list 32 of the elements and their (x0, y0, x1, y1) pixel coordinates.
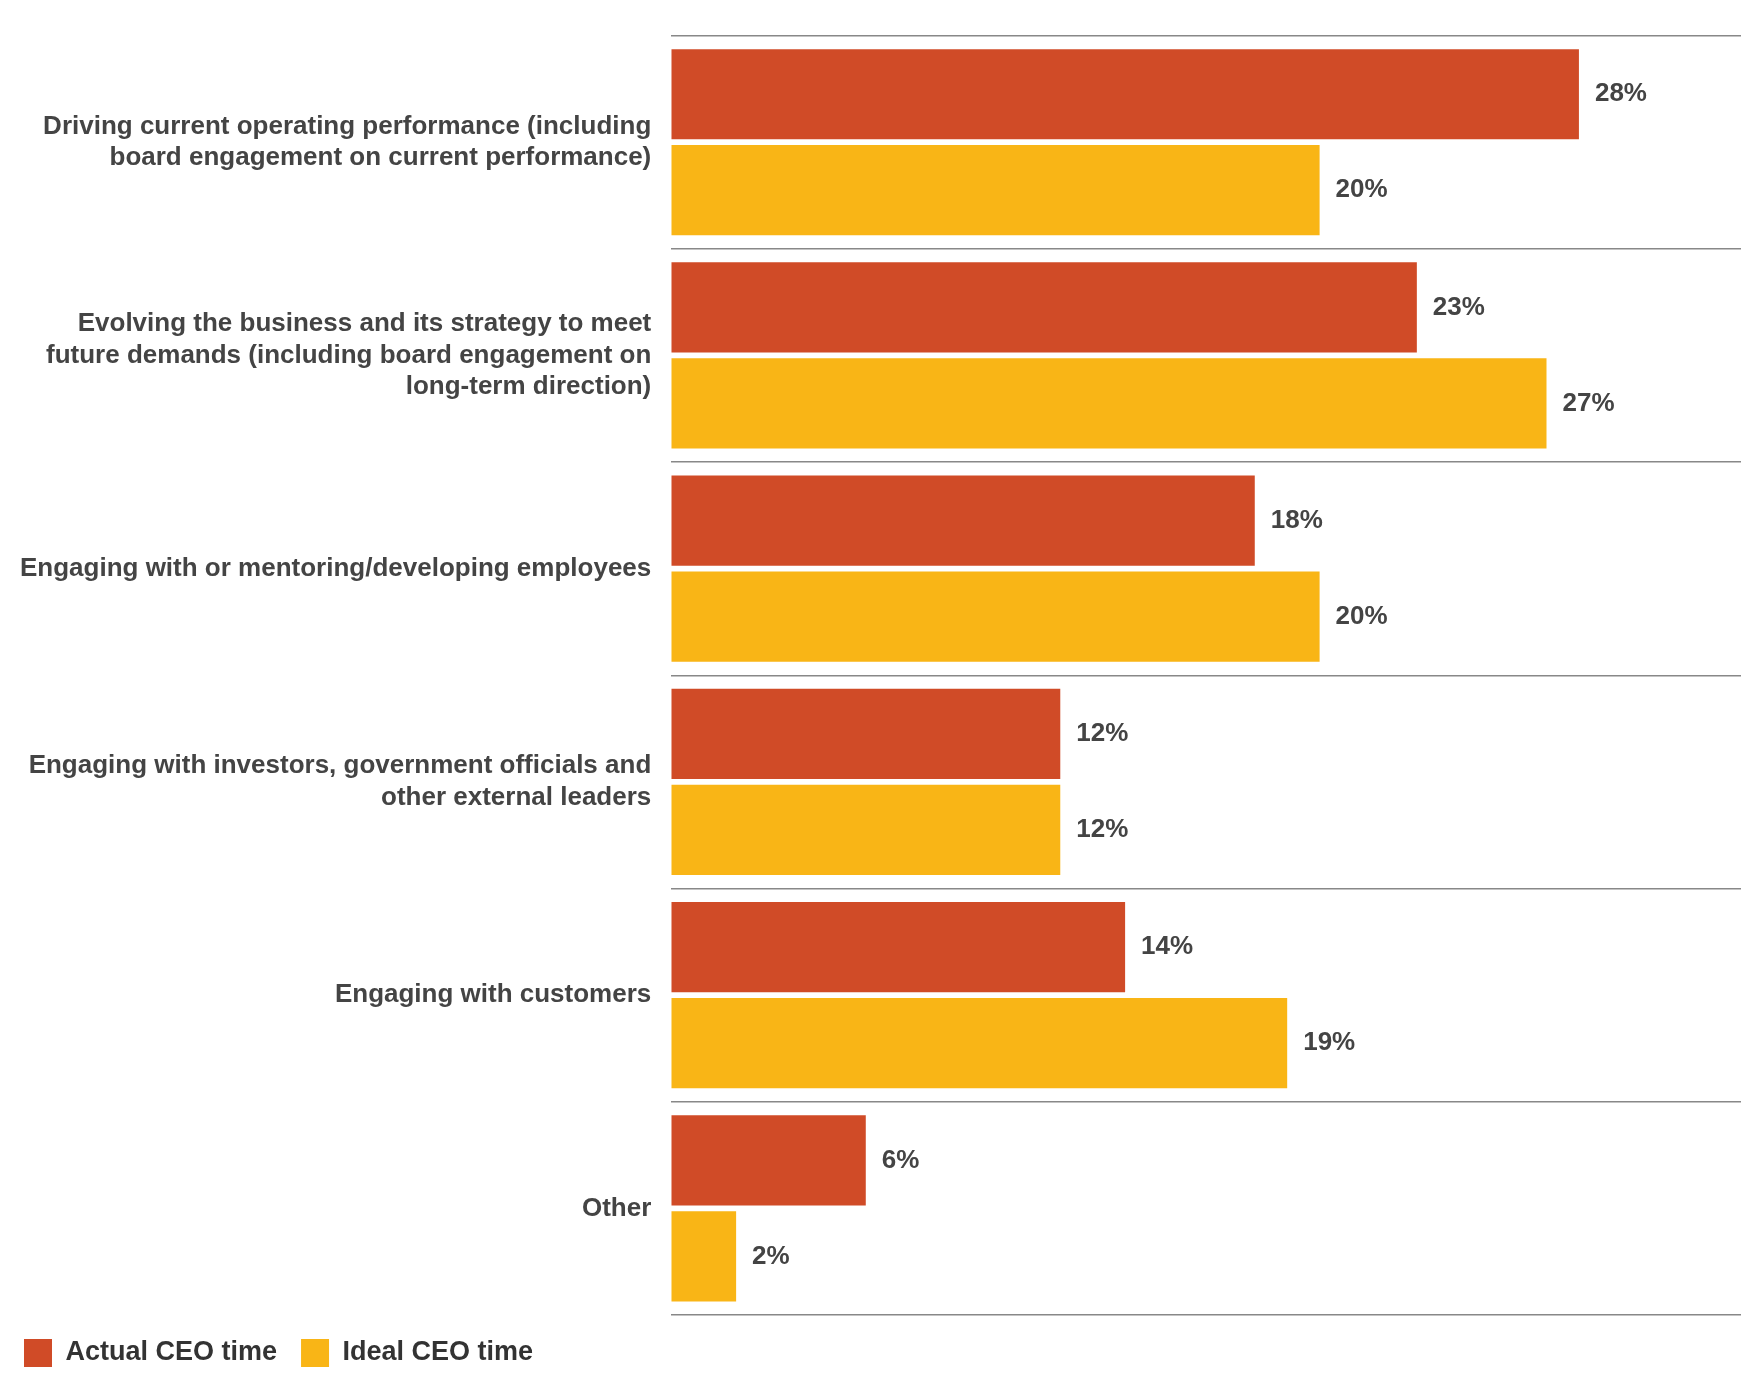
bar (671, 475, 1255, 566)
y-tick-label: Engaging with investors, government officials and other external leaders (28, 749, 652, 811)
legend-label: Actual CEO time (65, 1336, 278, 1367)
data-label: 12% (1076, 717, 1129, 748)
y-tick-label: Engaging with customers (334, 978, 652, 1009)
data-label: 6% (881, 1143, 920, 1174)
bar (671, 571, 1320, 662)
data-label: 12% (1076, 813, 1129, 844)
y-tick-label: Other (581, 1191, 652, 1222)
y-tick-label: Evolving the business and its strategy to meet future demands (including board engagement on long-term direction) (46, 307, 652, 400)
bar (671, 784, 1061, 875)
data-label: 20% (1335, 173, 1388, 204)
y-tick-label: Driving current operating performance (including board engagement on current performance) (43, 109, 652, 171)
data-label: 27% (1562, 386, 1615, 417)
bar (671, 49, 1579, 140)
bar (671, 145, 1320, 236)
data-label: 19% (1303, 1026, 1356, 1057)
bar (671, 1115, 866, 1206)
data-label: 23% (1432, 290, 1485, 321)
data-label: 2% (752, 1239, 790, 1270)
bar (671, 902, 1126, 993)
bar (671, 262, 1417, 353)
bar (671, 688, 1061, 780)
data-label: 20% (1335, 599, 1388, 630)
bar (671, 1211, 737, 1302)
data-label: 18% (1270, 503, 1323, 534)
bar (671, 998, 1288, 1089)
data-label: 14% (1141, 930, 1194, 961)
data-label: 28% (1594, 77, 1647, 108)
y-tick-label: Engaging with or mentoring/developing employees (19, 551, 652, 582)
bar (671, 358, 1547, 449)
legend-label: Ideal CEO time (342, 1336, 534, 1367)
